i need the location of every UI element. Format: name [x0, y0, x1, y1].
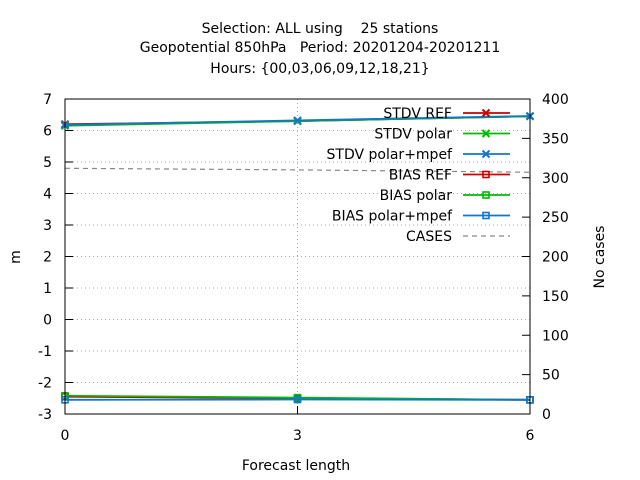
data-point: [293, 395, 302, 404]
y2-tick-label: 350: [542, 131, 569, 147]
y-tick-label: 7: [43, 92, 52, 108]
x-tick-label: 6: [526, 428, 535, 444]
x-tick-label: 0: [61, 428, 70, 444]
series-line: [64, 167, 531, 173]
legend-label: STDV polar+mpef: [327, 147, 454, 163]
y-tick-label: 2: [43, 250, 52, 266]
y2-tick-label: 200: [542, 250, 569, 266]
chart-title-line-1: Selection: ALL using 25 stations: [201, 21, 439, 37]
y-tick-label: -3: [38, 407, 52, 423]
y2-tick-label: 300: [542, 171, 569, 187]
y2-tick-label: 150: [542, 289, 569, 305]
legend: STDV REF STDV polar STDV polar+mpef BIAS RE…: [327, 106, 510, 245]
legend-label: CASES: [406, 229, 452, 245]
legend-marker: [481, 149, 491, 159]
legend-label: STDV REF: [383, 106, 452, 122]
y-tick-label: 1: [43, 281, 52, 297]
series-layer: [60, 111, 535, 404]
y2-tick-label: 250: [542, 210, 569, 226]
legend-label: BIAS polar+mpef: [332, 209, 453, 225]
chart-title-line-2: Geopotential 850hPa Period: 20201204-202…: [139, 40, 501, 56]
legend-marker: [481, 129, 491, 138]
ticks-layer: -3 -2 -1 0 1 2 3 4 5 6 7 0 50 100 150 200 250 300 350 400 0 3…: [38, 92, 569, 444]
y2-axis-label: No cases: [592, 226, 608, 289]
legend-marker: [481, 108, 491, 118]
y-axis-label: m: [8, 250, 24, 264]
data-point: [293, 116, 302, 125]
y-tick-label: 3: [43, 218, 52, 234]
legend-label: BIAS REF: [389, 168, 452, 184]
y2-tick-label: 100: [542, 328, 569, 344]
y-tick-label: 5: [43, 155, 52, 171]
grid-layer: [65, 99, 530, 414]
chart-title-line-3: Hours: {00,03,06,09,12,18,21}: [210, 61, 430, 77]
legend-marker: [482, 211, 490, 220]
y-tick-label: -1: [38, 344, 52, 360]
x-tick-label: 3: [293, 428, 302, 444]
y-tick-label: 0: [43, 313, 52, 329]
legend-label: BIAS polar: [380, 188, 453, 204]
y-tick-label: -2: [38, 376, 52, 392]
x-axis-label: Forecast length: [242, 458, 350, 474]
legend-label: STDV polar: [374, 127, 452, 143]
y-tick-label: 6: [43, 124, 52, 140]
y2-tick-label: 50: [542, 368, 560, 384]
legend-marker: [482, 170, 490, 179]
y2-tick-label: 400: [542, 92, 569, 108]
y-tick-label: 4: [43, 187, 52, 203]
y2-tick-label: 0: [542, 407, 551, 423]
legend-marker: [482, 191, 490, 199]
